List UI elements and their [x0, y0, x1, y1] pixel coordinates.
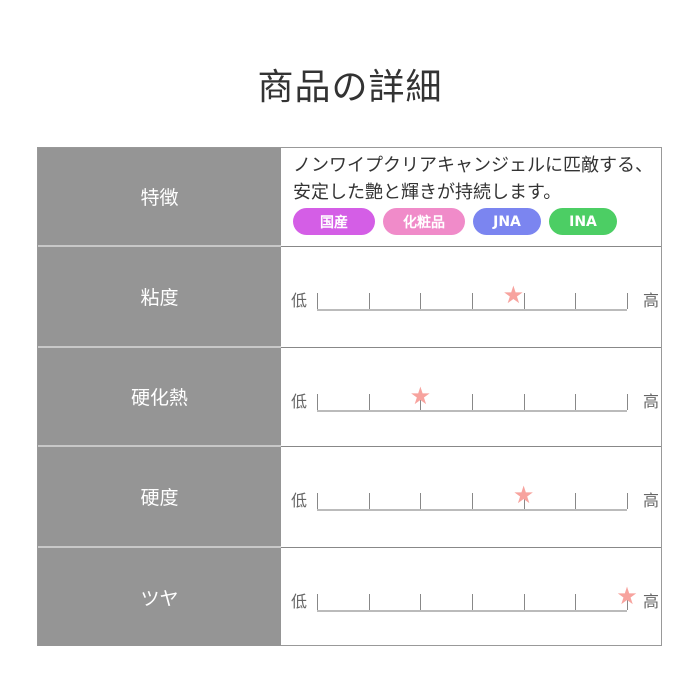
rating-cell: 低 ★ 高 — [281, 348, 661, 447]
scale-high-label: 高 — [643, 392, 660, 411]
rating-row: 硬化熱 低 ★ 高 — [38, 348, 661, 447]
badge-list: 国産 化粧品 JNA INA — [293, 208, 655, 235]
rating-scale: ★ — [317, 384, 628, 412]
star-icon: ★ — [409, 382, 432, 410]
feature-description: ノンワイプクリアキャンジェルに匹敵する、安定した艶と輝きが持続します。 — [293, 155, 653, 203]
rating-cell: 低 ★ 高 — [281, 247, 661, 348]
star-icon: ★ — [512, 481, 535, 509]
scale-tick — [472, 493, 473, 509]
rating-row: 粘度 低 ★ 高 — [38, 247, 661, 348]
scale-tick — [368, 293, 370, 309]
scale-tick — [575, 394, 577, 410]
rating-label: 硬度 — [38, 447, 281, 548]
scale-tick — [575, 594, 577, 610]
scale-low-label: 低 — [291, 491, 308, 510]
rating-label: ツヤ — [38, 548, 281, 646]
scale-high-label: 高 — [643, 592, 660, 611]
rating-scale: ★ — [317, 584, 638, 612]
page-title: 商品の詳細 — [257, 67, 443, 108]
rating-scale: ★ — [317, 483, 628, 511]
rating-cell: 低 ★ 高 — [281, 447, 661, 548]
feature-cell: ノンワイプクリアキャンジェルに匹敵する、安定した艶と輝きが持続します。 国産 化… — [281, 148, 661, 247]
badge-cosmetic: 化粧品 — [383, 208, 465, 235]
feature-row: 特徴 ノンワイプクリアキャンジェルに匹敵する、安定した艶と輝きが持続します。 国… — [38, 148, 661, 247]
scale-tick — [420, 293, 422, 309]
scale-tick — [523, 394, 525, 410]
scale-tick — [575, 293, 577, 309]
scale-high-label: 高 — [643, 491, 660, 510]
scale-tick — [627, 394, 628, 410]
badge-ina: INA — [549, 208, 617, 235]
scale-tick — [472, 394, 473, 410]
rating-row: 硬度 低 ★ 高 — [38, 447, 661, 548]
rating-scale: ★ — [317, 283, 628, 311]
rating-row: ツヤ 低 ★ 高 — [38, 548, 661, 646]
scale-low-label: 低 — [291, 592, 308, 611]
rating-label: 硬化熱 — [38, 348, 281, 447]
scale-tick — [472, 594, 473, 610]
scale-low-label: 低 — [291, 392, 308, 411]
scale-tick — [627, 594, 628, 610]
scale-low-label: 低 — [291, 291, 308, 310]
scale-tick — [523, 594, 525, 610]
rating-label: 粘度 — [38, 247, 281, 348]
scale-tick — [472, 293, 473, 309]
scale-tick — [420, 594, 422, 610]
scale-tick — [523, 293, 525, 309]
badge-domestic: 国産 — [293, 208, 375, 235]
scale-tick — [368, 594, 370, 610]
feature-label: 特徴 — [38, 148, 281, 247]
rating-cell: 低 ★ 高 — [281, 548, 661, 646]
scale-high-label: 高 — [643, 291, 660, 310]
scale-tick — [523, 493, 525, 509]
scale-tick — [368, 493, 370, 509]
scale-tick — [317, 594, 318, 610]
scale-tick — [368, 394, 370, 410]
scale-tick — [420, 493, 422, 509]
scale-tick — [420, 394, 422, 410]
scale-tick — [627, 293, 628, 309]
scale-tick — [575, 493, 577, 509]
scale-tick — [317, 493, 318, 509]
star-icon: ★ — [502, 281, 525, 309]
product-detail-table: 特徴 ノンワイプクリアキャンジェルに匹敵する、安定した艶と輝きが持続します。 国… — [37, 147, 662, 646]
scale-tick — [627, 493, 628, 509]
star-icon: ★ — [616, 582, 638, 610]
badge-jna: JNA — [473, 208, 541, 235]
scale-tick — [317, 293, 318, 309]
scale-tick — [317, 394, 318, 410]
